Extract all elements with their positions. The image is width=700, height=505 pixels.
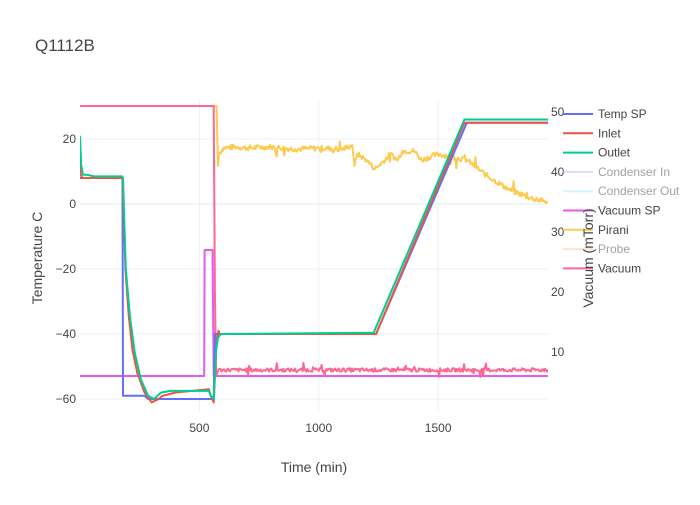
series-line-vacuum-sp [80,249,548,377]
legend-item-outlet[interactable]: Outlet [563,146,631,160]
legend-item-inlet[interactable]: Inlet [563,126,621,140]
y-axis-left-title: Temperature C [29,212,45,305]
chart-title: Q1112B [35,36,95,55]
legend-item-vacuum-sp[interactable]: Vacuum SP [563,204,660,218]
legend-item-condenser-out[interactable]: Condenser Out [563,184,680,198]
y-right-tick-label: 30 [551,225,565,239]
series-line-inlet [80,121,548,404]
y-left-tick-label: −60 [56,392,77,406]
y-axis-right-title: Vacuum (mTorr) [580,208,596,307]
y-left-tick-label: 20 [63,132,77,146]
x-tick-label: 500 [189,421,209,435]
legend-label: Condenser Out [598,184,680,198]
series-line-vacuum [80,105,548,378]
legend-label: Vacuum SP [598,204,660,218]
x-tick-label: 1000 [305,421,332,435]
legend-label: Outlet [598,146,631,160]
y-right-tick-label: 40 [551,165,565,179]
series-line-outlet [80,118,548,400]
series-line-pirani [213,105,548,205]
y-left-tick-label: −40 [56,327,77,341]
axis-tick-labels: 500 1000 1500 20 0 −20 −40 −60 50 40 30 20 10 [56,105,565,435]
legend-item-condenser-in[interactable]: Condenser In [563,165,670,179]
y-right-tick-label: 20 [551,285,565,299]
y-left-tick-label: 0 [69,197,76,211]
series-line-temp-sp [80,121,548,400]
plot-area [80,105,548,404]
legend-label: Pirani [598,223,629,237]
x-tick-label: 1500 [425,421,452,435]
legend-item-temp-sp[interactable]: Temp SP [563,107,647,121]
legend-item-probe[interactable]: Probe [563,242,630,256]
y-left-tick-label: −20 [56,262,77,276]
legend[interactable]: Temp SP Inlet Outlet Condenser In Condenser … [563,107,680,275]
legend-label: Inlet [598,126,621,140]
legend-label: Temp SP [598,107,647,121]
legend-label: Probe [598,242,630,256]
y-right-tick-label: 50 [551,105,565,119]
legend-label: Vacuum [598,261,641,275]
y-right-tick-label: 10 [551,345,565,359]
x-axis-title: Time (min) [281,459,347,475]
legend-item-vacuum[interactable]: Vacuum [563,261,641,275]
legend-item-pirani[interactable]: Pirani [563,223,629,237]
legend-label: Condenser In [598,165,670,179]
